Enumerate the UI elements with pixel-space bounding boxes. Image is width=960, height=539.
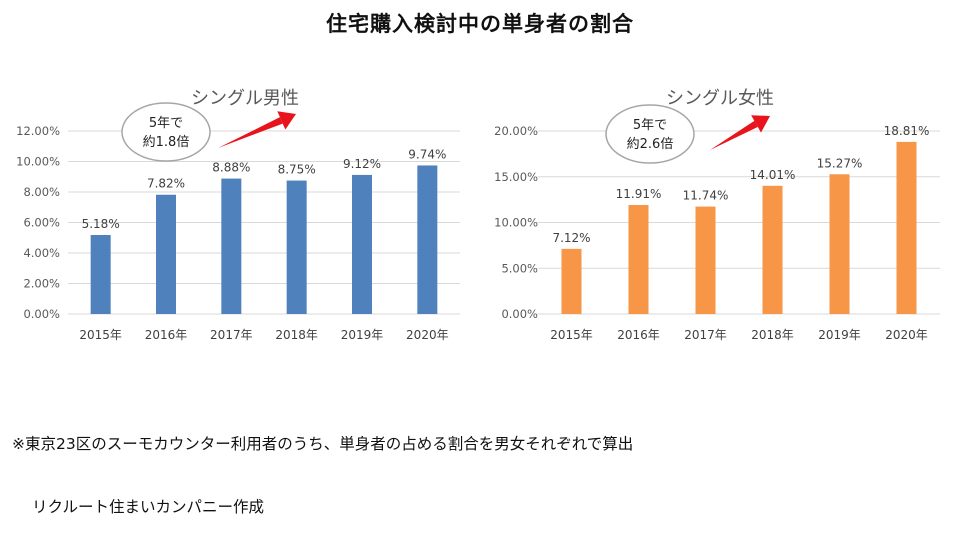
chart-female: シングル女性 0.00% 5.00% 10.00% 15.00% 20.00% 7.12% 2… <box>480 78 950 358</box>
growth-arrow-shaft <box>218 117 283 148</box>
bar <box>561 248 582 314</box>
y-tick-label: 5.00% <box>501 261 538 275</box>
bar <box>829 174 850 314</box>
bar <box>896 141 917 314</box>
bar <box>762 185 783 314</box>
x-tick-label: 2018年 <box>751 328 794 342</box>
x-tick-label: 2019年 <box>341 328 384 342</box>
x-tick-label: 2020年 <box>406 328 449 342</box>
y-tick-label: 4.00% <box>23 246 60 260</box>
x-tick-label: 2019年 <box>818 328 861 342</box>
annotation-ellipse <box>605 104 695 164</box>
annotation-ellipse <box>121 102 211 162</box>
annotation-line-2: 約2.6倍 <box>627 137 674 152</box>
x-tick-label: 2015年 <box>550 328 593 342</box>
footnote-line-2: リクルート住まいカンパニー作成 <box>32 498 265 516</box>
growth-arrow-shaft <box>710 120 758 150</box>
y-tick-label: 10.00% <box>494 216 538 230</box>
y-tick-label: 2.00% <box>23 277 60 291</box>
growth-arrow-head <box>277 111 296 130</box>
y-tick-label: 0.00% <box>23 307 60 321</box>
y-tick-label: 12.00% <box>16 124 60 138</box>
annotation-line-1: 5年で <box>149 116 183 131</box>
bar <box>90 235 111 314</box>
chart-title-female: シングル女性 <box>666 88 774 109</box>
footnote: ※東京23区のスーモカウンター利用者のうち、単身者の占める割合を男女それぞれで算… <box>12 392 633 539</box>
value-label: 8.88% <box>212 161 250 175</box>
x-tick-label: 2016年 <box>145 328 188 342</box>
x-tick-label: 2017年 <box>684 328 727 342</box>
chart-title-male: シングル男性 <box>191 88 299 109</box>
annotation-line-1: 5年で <box>633 118 667 133</box>
bar <box>628 205 649 314</box>
chart-male-svg: シングル男性 0.00% 2.00% 4.00% 6.00% 8.00% 10.00% 12.… <box>16 88 460 342</box>
y-tick-label: 20.00% <box>494 124 538 138</box>
bar <box>352 174 372 314</box>
value-label: 7.82% <box>147 177 185 191</box>
bar <box>156 194 176 314</box>
bar <box>417 165 438 314</box>
value-label: 14.01% <box>750 168 796 182</box>
x-tick-label: 2018年 <box>275 328 318 342</box>
annotation-line-2: 約1.8倍 <box>143 135 190 150</box>
y-tick-label: 0.00% <box>501 307 538 321</box>
value-label: 9.12% <box>343 157 381 171</box>
x-tick-label: 2016年 <box>617 328 660 342</box>
growth-arrow-head <box>751 115 770 133</box>
bar <box>221 178 242 314</box>
value-label: 8.75% <box>278 163 316 177</box>
chart-female-svg: シングル女性 0.00% 5.00% 10.00% 15.00% 20.00% 7.12% 2… <box>494 88 940 342</box>
x-tick-label: 2017年 <box>210 328 253 342</box>
bar <box>695 206 716 314</box>
x-tick-label: 2015年 <box>79 328 122 342</box>
chart-male: シングル男性 0.00% 2.00% 4.00% 6.00% 8.00% 10.00% 12.… <box>0 78 470 358</box>
value-label: 11.91% <box>616 187 662 201</box>
value-label: 9.74% <box>408 147 446 161</box>
bar <box>286 180 307 314</box>
value-label: 5.18% <box>82 217 120 231</box>
y-tick-label: 15.00% <box>494 170 538 184</box>
value-label: 7.12% <box>552 231 590 245</box>
value-label: 15.27% <box>817 156 863 170</box>
page-title: 住宅購入検討中の単身者の割合 <box>326 12 634 36</box>
value-label: 11.74% <box>683 189 729 203</box>
value-label: 18.81% <box>884 124 930 138</box>
footnote-line-1: ※東京23区のスーモカウンター利用者のうち、単身者の占める割合を男女それぞれで算… <box>12 435 634 453</box>
y-tick-label: 6.00% <box>23 216 60 230</box>
y-tick-label: 8.00% <box>23 185 60 199</box>
y-tick-label: 10.00% <box>16 155 60 169</box>
x-tick-label: 2020年 <box>885 328 928 342</box>
